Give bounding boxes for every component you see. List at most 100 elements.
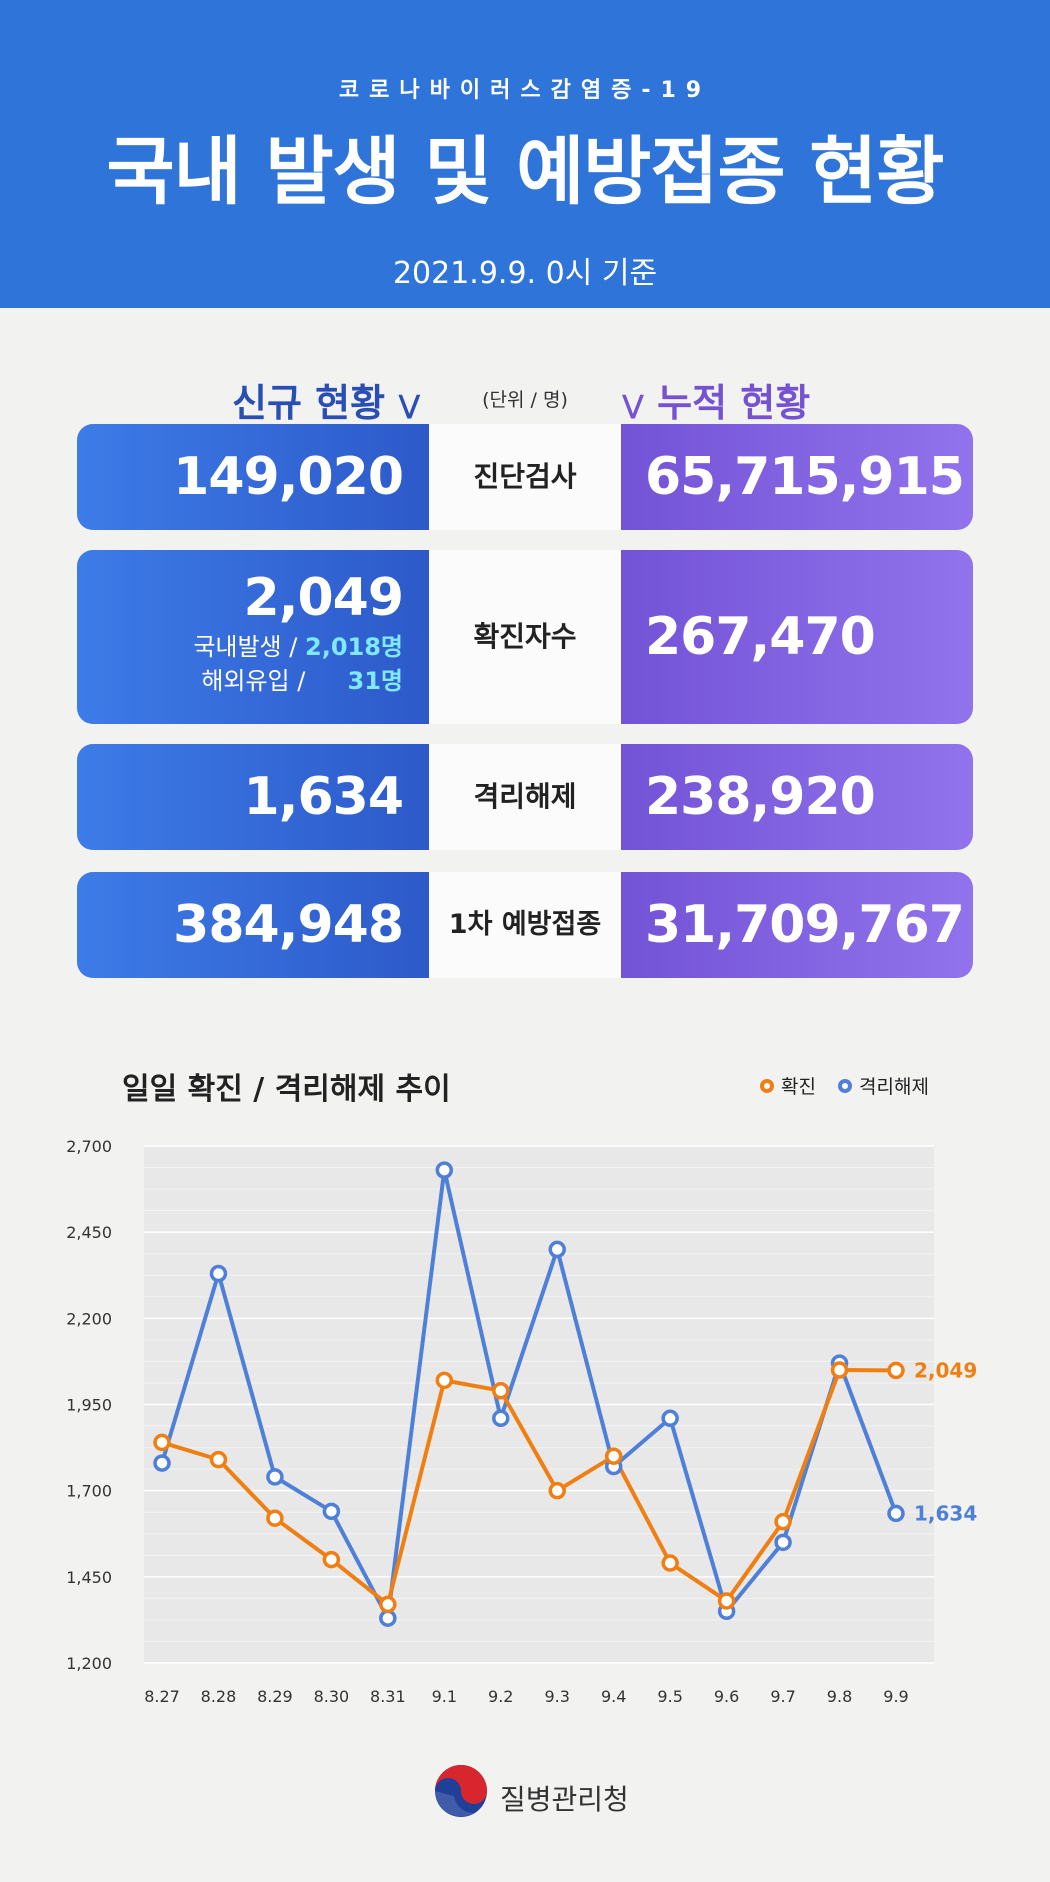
data-point [492, 1381, 510, 1400]
x-tick-label: 8.28 [201, 1687, 237, 1706]
new-vaccination-value: 384,948 [173, 895, 404, 955]
domestic-breakdown: 국내발생 / 2,018명 [77, 630, 403, 664]
agency-name: 질병관리청 [500, 1783, 629, 1816]
imported-breakdown: 해외유입 / 31명 [77, 664, 403, 698]
data-point [548, 1240, 566, 1259]
page-title: 국내 발생 및 예방접종 현황 [106, 129, 945, 215]
new-value-box: 1,634 [77, 744, 429, 850]
cumulative-value-box: 31,709,767 [621, 872, 973, 978]
y-tick-label: 1,700 [66, 1482, 112, 1501]
x-tick-label: 8.31 [370, 1687, 406, 1706]
chart-title: 일일 확진 / 격리해제 추이 [122, 1072, 451, 1107]
data-point [153, 1454, 171, 1472]
data-point [322, 1502, 341, 1521]
legend-label-released: 격리해제 [859, 1076, 929, 1098]
cumulative-value-box: 65,715,915 [621, 424, 973, 530]
government-emblem-icon [435, 1765, 487, 1817]
x-tick-label: 9.3 [545, 1687, 570, 1706]
legend-item-released: 격리해제 [838, 1072, 929, 1099]
y-tick-label: 1,950 [66, 1396, 112, 1415]
y-tick-label: 2,450 [66, 1223, 112, 1242]
legend-item-confirmed: 확진 [760, 1072, 816, 1099]
data-point [379, 1609, 397, 1627]
row-label: 격리해제 [429, 744, 621, 850]
data-point [209, 1264, 228, 1283]
data-point [153, 1433, 171, 1452]
header-subtitle: 코로나바이러스감염증-19 [338, 78, 712, 103]
new-tests-value: 149,020 [173, 447, 404, 507]
new-released-value: 1,634 [243, 767, 404, 827]
new-value-box: 2,049 국내발생 / 2,018명 해외유입 / 31명 [77, 550, 429, 724]
x-tick-label: 9.8 [827, 1687, 852, 1706]
x-tick-label: 8.29 [257, 1687, 293, 1706]
new-value-box: 384,948 [77, 872, 429, 978]
x-tick-label: 9.7 [770, 1687, 795, 1706]
new-status-heading-text: 신규 현황 [232, 381, 386, 425]
base-date: 2021.9.9. 0시 기준 [392, 256, 658, 291]
x-tick-label: 9.9 [883, 1687, 908, 1706]
cumulative-status-heading-text: 누적 현황 [657, 381, 811, 425]
line-chart: 1,200 1,450 1,700 1,950 2,200 2,450 2,700 8.27 8… [66, 1137, 977, 1706]
data-point [774, 1512, 792, 1531]
data-point [887, 1361, 905, 1380]
imported-value: 31명 [347, 667, 403, 695]
x-tick-label: 9.5 [657, 1687, 682, 1706]
series-line [161, 1368, 897, 1607]
cumulative-value-box: 238,920 [621, 744, 973, 850]
legend-label-confirmed: 확진 [781, 1076, 816, 1098]
data-point [604, 1447, 623, 1465]
data-point [435, 1371, 454, 1390]
data-point [492, 1409, 510, 1428]
data-point [379, 1595, 397, 1614]
cumulative-vaccination-value: 31,709,767 [645, 895, 965, 955]
row-label: 1차 예방접종 [429, 872, 621, 978]
y-tick-label: 2,200 [66, 1309, 112, 1328]
series-line [160, 1168, 898, 1621]
header-banner: 코로나바이러스감염증-19 국내 발생 및 예방접종 현황 2021.9.9. … [0, 0, 1050, 308]
data-point [209, 1450, 228, 1469]
imported-label: 해외유입 / [201, 667, 306, 695]
end-data-label: 2,049 [914, 1358, 977, 1382]
chevron-down-icon: ⋁ [622, 390, 644, 421]
y-tick-label: 1,200 [66, 1654, 112, 1673]
cumulative-confirmed-value: 267,470 [645, 607, 876, 667]
x-tick-label: 9.1 [432, 1687, 457, 1706]
x-tick-label: 8.30 [314, 1687, 350, 1706]
domestic-label: 국내발생 / [193, 633, 298, 661]
x-tick-label: 9.4 [601, 1687, 626, 1706]
data-point [774, 1533, 792, 1552]
x-tick-label: 9.2 [488, 1687, 513, 1706]
cumulative-status-heading: ⋁ 누적 현황 [622, 372, 810, 427]
summary-row-vaccination: 384,948 1차 예방접종 31,709,767 [77, 872, 973, 978]
data-point [266, 1509, 284, 1527]
summary-row-tests: 149,020 진단검사 65,715,915 [77, 424, 973, 530]
y-tick-label: 2,700 [66, 1137, 112, 1156]
end-data-label: 1,634 [914, 1501, 977, 1525]
data-point [887, 1504, 905, 1523]
summary-row-released: 1,634 격리해제 238,920 [77, 744, 973, 850]
y-tick-label: 1,450 [66, 1568, 112, 1587]
cumulative-value-box: 267,470 [621, 550, 973, 724]
summary-row-confirmed: 2,049 국내발생 / 2,018명 해외유입 / 31명 확진자수 267,… [77, 550, 973, 724]
legend-marker-confirmed [760, 1078, 774, 1093]
data-point [661, 1409, 679, 1428]
unit-label: (단위 / 명) [482, 389, 568, 411]
data-point [266, 1468, 284, 1486]
domestic-value: 2,018명 [305, 633, 403, 661]
data-point [830, 1361, 849, 1379]
cumulative-tests-value: 65,715,915 [645, 447, 965, 507]
data-point [435, 1161, 454, 1179]
row-label: 진단검사 [429, 424, 621, 530]
data-point [548, 1481, 566, 1500]
data-point [717, 1592, 736, 1610]
data-point [661, 1554, 679, 1572]
new-confirmed-value: 2,049 [243, 568, 404, 628]
x-tick-label: 9.6 [714, 1687, 739, 1706]
new-status-heading: 신규 현황 ⋁ [232, 372, 420, 427]
row-label: 확진자수 [429, 550, 621, 724]
new-value-box: 149,020 [77, 424, 429, 530]
data-point [322, 1550, 341, 1569]
legend-marker-released [838, 1078, 852, 1093]
chevron-down-icon: ⋁ [398, 390, 421, 421]
cumulative-released-value: 238,920 [645, 767, 876, 827]
